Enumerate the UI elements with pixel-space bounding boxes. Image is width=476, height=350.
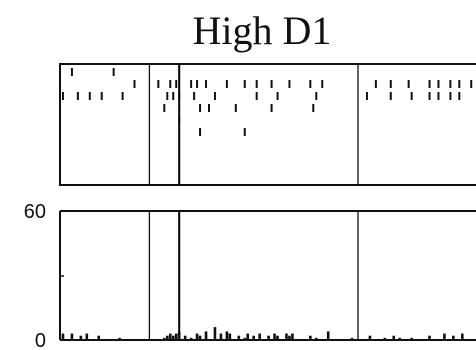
histogram-bar-28 xyxy=(276,335,279,340)
histogram-bars xyxy=(61,327,464,340)
histogram-bar-3 xyxy=(85,333,89,340)
histogram-bar-36 xyxy=(368,335,372,340)
histogram-bar-16 xyxy=(204,331,208,340)
y-tick-label-0: 0 xyxy=(35,330,46,350)
histogram-bar-27 xyxy=(273,333,276,340)
raster-ticks xyxy=(61,68,473,136)
histogram-bar-44 xyxy=(461,333,464,340)
histogram-event-lines xyxy=(148,211,359,340)
histogram-bar-19 xyxy=(225,331,229,340)
histogram-bar-9 xyxy=(171,335,175,340)
histogram-bar-23 xyxy=(246,333,250,340)
raster-event-lines xyxy=(148,64,359,185)
histogram-bar-5 xyxy=(118,337,121,340)
histogram-bar-38 xyxy=(392,335,396,340)
histogram-bar-34 xyxy=(326,331,330,340)
histogram-bar-32 xyxy=(309,335,312,340)
histogram-bar-2 xyxy=(79,335,83,340)
histogram-bar-12 xyxy=(183,335,187,340)
histogram-bar-7 xyxy=(165,335,169,340)
histogram-bar-13 xyxy=(189,337,193,340)
histogram-bar-30 xyxy=(288,335,291,340)
raster-frame xyxy=(59,63,476,186)
histogram-bar-42 xyxy=(443,333,446,340)
histogram-bar-40 xyxy=(410,337,413,340)
histogram-bar-10 xyxy=(174,333,178,340)
histogram-bar-41 xyxy=(428,335,431,340)
histogram-bar-18 xyxy=(219,333,223,340)
histogram-bar-6 xyxy=(163,337,166,340)
histogram-bar-14 xyxy=(195,333,199,340)
raster-panel xyxy=(59,63,476,186)
histogram-bar-39 xyxy=(398,337,402,340)
histogram-bar-0 xyxy=(61,333,65,340)
histogram-bar-21 xyxy=(237,335,241,340)
histogram-bar-17 xyxy=(213,327,217,340)
histogram-bar-29 xyxy=(285,333,288,340)
y-tick-label-1: 60 xyxy=(24,201,46,223)
histogram-bar-33 xyxy=(314,337,318,340)
histogram-panel: 0 60 xyxy=(24,201,476,350)
histogram-bar-11 xyxy=(177,331,181,340)
histogram-bar-4 xyxy=(97,335,101,340)
chart-title: High D1 xyxy=(193,8,332,53)
histogram-bar-20 xyxy=(228,333,232,340)
histogram-bar-37 xyxy=(383,337,387,340)
histogram-bar-1 xyxy=(70,333,74,340)
histogram-bar-25 xyxy=(258,333,261,340)
histogram-bar-31 xyxy=(291,333,294,340)
histogram-bar-35 xyxy=(350,337,354,340)
histogram-bar-26 xyxy=(267,335,270,340)
histogram-bar-43 xyxy=(452,335,455,340)
histogram-bar-15 xyxy=(198,335,202,340)
histogram-bar-8 xyxy=(168,333,172,340)
histogram-bar-22 xyxy=(243,337,247,340)
histogram-y-ticks: 0 60 xyxy=(24,201,46,350)
histogram-bar-24 xyxy=(252,335,255,340)
